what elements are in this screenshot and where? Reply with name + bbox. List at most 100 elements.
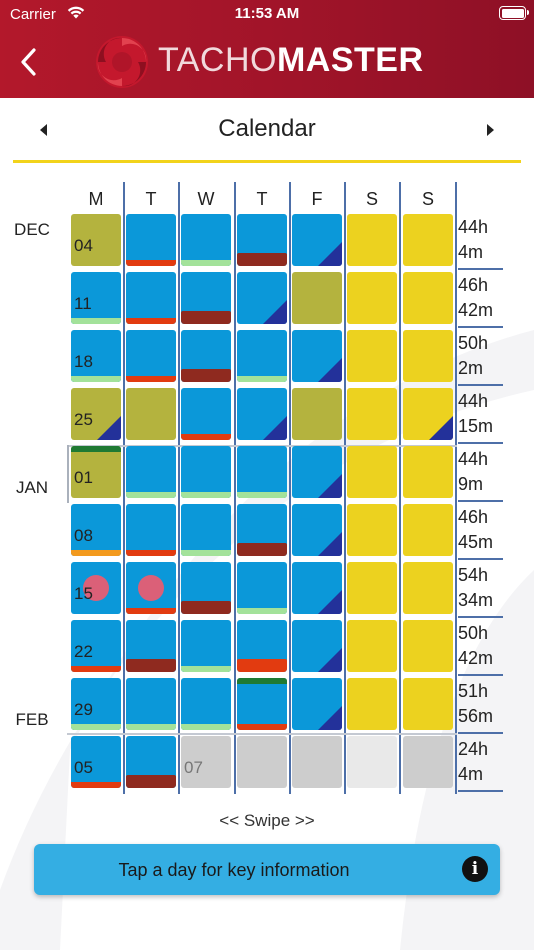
calendar-day[interactable]: 25 [71, 388, 121, 440]
activity-bar [71, 376, 121, 382]
calendar-day[interactable]: 07 [181, 736, 231, 788]
calendar-day[interactable] [126, 562, 176, 614]
calendar-day[interactable] [403, 678, 453, 730]
calendar-day[interactable] [292, 214, 342, 266]
activity-triangle [318, 474, 342, 498]
calendar-day[interactable] [126, 504, 176, 556]
calendar-day[interactable] [126, 388, 176, 440]
calendar-day[interactable] [347, 330, 397, 382]
activity-bar [181, 550, 231, 556]
calendar-day[interactable] [181, 388, 231, 440]
calendar-day[interactable] [292, 388, 342, 440]
calendar-day[interactable] [347, 272, 397, 324]
calendar-day[interactable] [181, 562, 231, 614]
clock: 11:53 AM [234, 5, 300, 22]
calendar-day[interactable] [126, 272, 176, 324]
day-number: 22 [74, 642, 93, 661]
calendar-day[interactable] [347, 504, 397, 556]
next-arrow-icon[interactable] [480, 120, 500, 140]
week-total-underline [458, 268, 503, 270]
info-icon[interactable]: i [462, 856, 488, 882]
calendar-day[interactable] [237, 736, 287, 788]
calendar-day[interactable] [181, 678, 231, 730]
calendar-day[interactable] [181, 272, 231, 324]
calendar-day[interactable] [237, 562, 287, 614]
previous-arrow-icon[interactable] [34, 120, 54, 140]
calendar-day[interactable] [292, 562, 342, 614]
back-chevron-icon[interactable] [14, 42, 44, 82]
calendar-day[interactable] [347, 678, 397, 730]
calendar-day[interactable] [237, 330, 287, 382]
calendar-day[interactable] [237, 214, 287, 266]
calendar-day[interactable] [403, 620, 453, 672]
calendar-day[interactable] [181, 214, 231, 266]
week-total-underline [458, 732, 503, 734]
alert-dot-icon [138, 575, 164, 601]
calendar-day[interactable] [292, 678, 342, 730]
activity-triangle [263, 416, 287, 440]
calendar-day[interactable] [237, 272, 287, 324]
calendar-day[interactable]: 11 [71, 272, 121, 324]
calendar-day[interactable] [403, 562, 453, 614]
week-total-hours: 54h [458, 565, 489, 585]
calendar-day[interactable] [347, 214, 397, 266]
calendar-day[interactable] [403, 330, 453, 382]
calendar-day[interactable] [347, 562, 397, 614]
calendar-day[interactable] [237, 678, 287, 730]
week-total: 51h 56m [458, 679, 504, 729]
week-total: 46h 42m [458, 273, 504, 323]
calendar-day[interactable] [126, 736, 176, 788]
calendar-day[interactable]: 01 [71, 446, 121, 498]
calendar-day[interactable]: 29 [71, 678, 121, 730]
calendar-day[interactable] [403, 214, 453, 266]
calendar-day[interactable] [347, 736, 397, 788]
calendar-day[interactable] [403, 446, 453, 498]
calendar-day[interactable] [126, 678, 176, 730]
calendar-day[interactable]: 22 [71, 620, 121, 672]
status-bar: Carrier 11:53 AM [0, 0, 534, 28]
calendar-day[interactable] [292, 272, 342, 324]
activity-bar [181, 601, 231, 614]
calendar-day[interactable] [292, 446, 342, 498]
day-number: 08 [74, 526, 93, 545]
calendar-day[interactable] [181, 620, 231, 672]
week-total-minutes: 4m [458, 764, 484, 784]
calendar-day[interactable] [237, 620, 287, 672]
calendar-day[interactable] [181, 446, 231, 498]
calendar-day[interactable]: 18 [71, 330, 121, 382]
week-total: 50h 42m [458, 621, 504, 671]
calendar-day[interactable] [292, 620, 342, 672]
calendar-day[interactable] [237, 446, 287, 498]
calendar-day[interactable] [181, 504, 231, 556]
calendar-day[interactable] [347, 388, 397, 440]
calendar-day[interactable] [237, 504, 287, 556]
month-divider [67, 445, 457, 447]
calendar-day[interactable]: 15 [71, 562, 121, 614]
calendar-day[interactable] [237, 388, 287, 440]
tachomaster-logo-icon [96, 36, 148, 88]
calendar-day[interactable] [403, 504, 453, 556]
week-total-underline [458, 616, 503, 618]
calendar-day[interactable] [126, 620, 176, 672]
calendar-day[interactable] [126, 330, 176, 382]
calendar-day[interactable] [347, 446, 397, 498]
calendar-day[interactable]: 08 [71, 504, 121, 556]
calendar-day[interactable] [126, 214, 176, 266]
week-total: 24h 4m [458, 737, 504, 787]
calendar-day[interactable] [347, 620, 397, 672]
calendar-day[interactable] [292, 330, 342, 382]
calendar-day[interactable]: 05 [71, 736, 121, 788]
week-total-minutes: 42m [458, 648, 494, 668]
calendar-day[interactable] [403, 736, 453, 788]
day-header: M [88, 189, 104, 209]
calendar-day[interactable] [292, 504, 342, 556]
calendar-day[interactable]: 04 [71, 214, 121, 266]
calendar-day[interactable] [292, 736, 342, 788]
day-number: 29 [74, 700, 93, 719]
calendar-day[interactable] [403, 388, 453, 440]
calendar-day[interactable] [181, 330, 231, 382]
day-header: F [311, 189, 323, 209]
calendar-day[interactable] [126, 446, 176, 498]
calendar-day[interactable] [403, 272, 453, 324]
info-banner[interactable]: Tap a day for key information i [34, 844, 500, 895]
